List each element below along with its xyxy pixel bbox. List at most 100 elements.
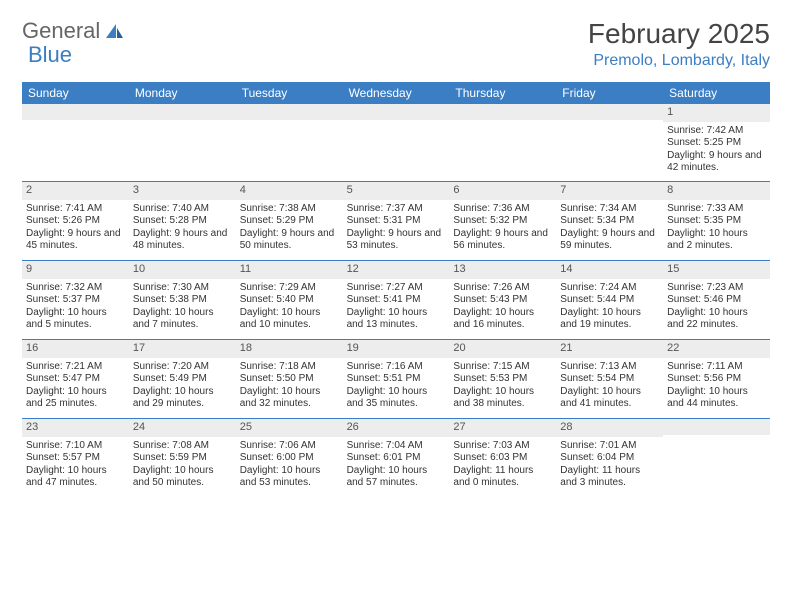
- day-number: 24: [129, 419, 236, 437]
- calendar-cell: 22Sunrise: 7:11 AMSunset: 5:56 PMDayligh…: [663, 340, 770, 418]
- daylight-text: Daylight: 10 hours and 22 minutes.: [667, 307, 766, 332]
- day-number: [449, 104, 556, 120]
- calendar-cell: 4Sunrise: 7:38 AMSunset: 5:29 PMDaylight…: [236, 182, 343, 260]
- sunrise-text: Sunrise: 7:08 AM: [133, 440, 232, 453]
- calendar-cell: 20Sunrise: 7:15 AMSunset: 5:53 PMDayligh…: [449, 340, 556, 418]
- calendar-cell: 23Sunrise: 7:10 AMSunset: 5:57 PMDayligh…: [22, 419, 129, 497]
- calendar-week: 2Sunrise: 7:41 AMSunset: 5:26 PMDaylight…: [22, 182, 770, 261]
- day-number: 18: [236, 340, 343, 358]
- day-number: [663, 419, 770, 435]
- daylight-text: Daylight: 10 hours and 2 minutes.: [667, 228, 766, 253]
- day-number: 13: [449, 261, 556, 279]
- calendar-week: 16Sunrise: 7:21 AMSunset: 5:47 PMDayligh…: [22, 340, 770, 419]
- daylight-text: Daylight: 11 hours and 0 minutes.: [453, 465, 552, 490]
- daylight-text: Daylight: 9 hours and 45 minutes.: [26, 228, 125, 253]
- sunset-text: Sunset: 6:04 PM: [560, 452, 659, 465]
- day-number: 21: [556, 340, 663, 358]
- daylight-text: Daylight: 10 hours and 29 minutes.: [133, 386, 232, 411]
- sunset-text: Sunset: 5:34 PM: [560, 215, 659, 228]
- calendar-cell: [663, 419, 770, 497]
- daylight-text: Daylight: 10 hours and 19 minutes.: [560, 307, 659, 332]
- sunrise-text: Sunrise: 7:42 AM: [667, 125, 766, 138]
- sunset-text: Sunset: 5:32 PM: [453, 215, 552, 228]
- daylight-text: Daylight: 10 hours and 53 minutes.: [240, 465, 339, 490]
- calendar-cell: 15Sunrise: 7:23 AMSunset: 5:46 PMDayligh…: [663, 261, 770, 339]
- weekday-label: Sunday: [22, 82, 129, 104]
- calendar-cell: 25 Sunrise: 7:06 AMSunset: 6:00 PMDayligh…: [236, 419, 343, 497]
- sunrise-text: Sunrise: 7:36 AM: [453, 203, 552, 216]
- calendar-cell: 21Sunrise: 7:13 AMSunset: 5:54 PMDayligh…: [556, 340, 663, 418]
- calendar-week: 9Sunrise: 7:32 AMSunset: 5:37 PMDaylight…: [22, 261, 770, 340]
- calendar-cell: 7Sunrise: 7:34 AMSunset: 5:34 PMDaylight…: [556, 182, 663, 260]
- calendar-cell: 26Sunrise: 7:04 AMSunset: 6:01 PMDayligh…: [343, 419, 450, 497]
- sunrise-text: Sunrise: 7:04 AM: [347, 440, 446, 453]
- daylight-text: Daylight: 10 hours and 44 minutes.: [667, 386, 766, 411]
- daylight-text: Daylight: 10 hours and 13 minutes.: [347, 307, 446, 332]
- sunset-text: Sunset: 5:54 PM: [560, 373, 659, 386]
- daylight-text: Daylight: 9 hours and 48 minutes.: [133, 228, 232, 253]
- day-number: [22, 104, 129, 120]
- calendar-cell: 24Sunrise: 7:08 AMSunset: 5:59 PMDayligh…: [129, 419, 236, 497]
- sunset-text: Sunset: 5:44 PM: [560, 294, 659, 307]
- sunrise-text: Sunrise: 7:34 AM: [560, 203, 659, 216]
- sunset-text: Sunset: 5:49 PM: [133, 373, 232, 386]
- sunrise-text: Sunrise: 7:29 AM: [240, 282, 339, 295]
- day-number: [556, 104, 663, 120]
- daylight-text: Daylight: 10 hours and 16 minutes.: [453, 307, 552, 332]
- logo: General: [22, 18, 126, 44]
- sunrise-text: Sunrise: 7:03 AM: [453, 440, 552, 453]
- day-number: 3: [129, 182, 236, 200]
- day-number: 25: [236, 419, 343, 437]
- day-number: 10: [129, 261, 236, 279]
- sunset-text: Sunset: 5:29 PM: [240, 215, 339, 228]
- sunrise-text: Sunrise: 7:20 AM: [133, 361, 232, 374]
- daylight-text: Daylight: 10 hours and 10 minutes.: [240, 307, 339, 332]
- sunset-text: Sunset: 5:47 PM: [26, 373, 125, 386]
- sunrise-text: Sunrise: 7:41 AM: [26, 203, 125, 216]
- daylight-text: Daylight: 9 hours and 42 minutes.: [667, 150, 766, 175]
- day-number: [236, 104, 343, 120]
- day-number: 17: [129, 340, 236, 358]
- calendar-cell: 10Sunrise: 7:30 AMSunset: 5:38 PMDayligh…: [129, 261, 236, 339]
- daylight-text: Daylight: 10 hours and 32 minutes.: [240, 386, 339, 411]
- sunrise-text: Sunrise: 7:33 AM: [667, 203, 766, 216]
- location: Premolo, Lombardy, Italy: [588, 52, 770, 70]
- day-number: 5: [343, 182, 450, 200]
- sunset-text: Sunset: 5:25 PM: [667, 137, 766, 150]
- day-number: 12: [343, 261, 450, 279]
- day-number: 16: [22, 340, 129, 358]
- sunrise-text: Sunrise: 7:06 AM: [240, 440, 339, 453]
- calendar-cell: 13 Sunrise: 7:26 AMSunset: 5:43 PMDayligh…: [449, 261, 556, 339]
- calendar-cell: 9Sunrise: 7:32 AMSunset: 5:37 PMDaylight…: [22, 261, 129, 339]
- header: General February 2025 Premolo, Lombardy,…: [22, 18, 770, 70]
- day-number: 28: [556, 419, 663, 437]
- sunset-text: Sunset: 5:53 PM: [453, 373, 552, 386]
- day-number: 7: [556, 182, 663, 200]
- daylight-text: Daylight: 10 hours and 7 minutes.: [133, 307, 232, 332]
- sunrise-text: Sunrise: 7:15 AM: [453, 361, 552, 374]
- day-number: 27: [449, 419, 556, 437]
- daylight-text: Daylight: 10 hours and 47 minutes.: [26, 465, 125, 490]
- day-number: 22: [663, 340, 770, 358]
- weekday-header: Sunday Monday Tuesday Wednesday Thursday…: [22, 82, 770, 104]
- calendar-cell: 19Sunrise: 7:16 AMSunset: 5:51 PMDayligh…: [343, 340, 450, 418]
- sunset-text: Sunset: 5:35 PM: [667, 215, 766, 228]
- sunrise-text: Sunrise: 7:26 AM: [453, 282, 552, 295]
- calendar-cell: 27Sunrise: 7:03 AMSunset: 6:03 PMDayligh…: [449, 419, 556, 497]
- logo-text-1: General: [22, 18, 100, 44]
- day-number: 6: [449, 182, 556, 200]
- day-number: 20: [449, 340, 556, 358]
- weekday-label: Monday: [129, 82, 236, 104]
- sunset-text: Sunset: 5:43 PM: [453, 294, 552, 307]
- calendar-cell: 1Sunrise: 7:42 AMSunset: 5:25 PMDaylight…: [663, 104, 770, 181]
- weekday-label: Tuesday: [236, 82, 343, 104]
- day-number: 4: [236, 182, 343, 200]
- sunrise-text: Sunrise: 7:10 AM: [26, 440, 125, 453]
- sunrise-text: Sunrise: 7:23 AM: [667, 282, 766, 295]
- day-number: 2: [22, 182, 129, 200]
- daylight-text: Daylight: 9 hours and 50 minutes.: [240, 228, 339, 253]
- sunset-text: Sunset: 6:01 PM: [347, 452, 446, 465]
- sunset-text: Sunset: 6:00 PM: [240, 452, 339, 465]
- sunset-text: Sunset: 5:50 PM: [240, 373, 339, 386]
- sunset-text: Sunset: 5:41 PM: [347, 294, 446, 307]
